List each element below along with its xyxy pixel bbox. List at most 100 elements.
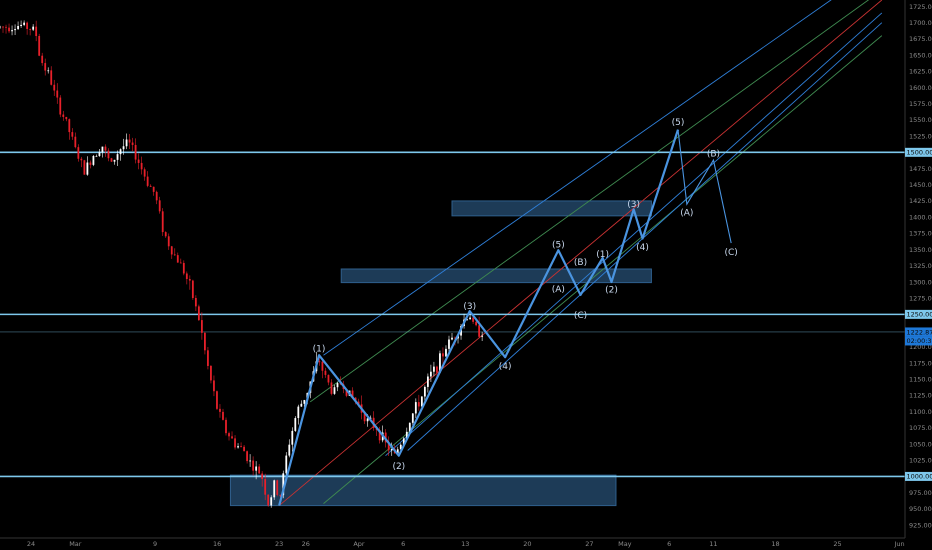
- candle-body: [98, 152, 101, 156]
- x-tick-label: May: [618, 540, 632, 548]
- x-tick-label: 23: [275, 540, 283, 548]
- candle-body: [56, 90, 59, 98]
- candle-body: [207, 350, 209, 366]
- y-tick-label: 1650.000: [909, 51, 932, 59]
- y-tick-label: 1200.000: [909, 343, 932, 351]
- candle-body: [89, 162, 92, 165]
- candle-body: [336, 383, 339, 388]
- candle-body: [411, 413, 414, 423]
- candle-body: [234, 438, 236, 448]
- wave-label-12: (5): [672, 118, 685, 128]
- y-tick-label: 1625.000: [909, 68, 932, 76]
- candle-body: [396, 449, 399, 454]
- price-badges: 1500.000 1250.000 1222.87902:00:38 1000.000: [905, 147, 932, 481]
- candle-body: [231, 436, 233, 439]
- candle-body: [451, 337, 453, 340]
- x-tick-label: Apr: [353, 540, 365, 548]
- wave-label-7: (C): [574, 311, 587, 321]
- candle-body: [11, 30, 13, 32]
- wave-label-9: (2): [605, 286, 618, 296]
- candle-body: [23, 22, 26, 25]
- candle-body: [167, 236, 170, 247]
- price-badge-4: [905, 471, 932, 481]
- candle-body: [426, 376, 429, 387]
- candle-body: [41, 55, 44, 64]
- x-tick-label: 13: [461, 540, 469, 548]
- price-badge-text-4: 1000.000: [907, 473, 932, 481]
- candle-body: [475, 321, 478, 326]
- candle-body: [86, 162, 89, 175]
- candle-body: [369, 417, 372, 419]
- wave-label-0: (1): [313, 345, 326, 355]
- candle-body: [110, 158, 113, 162]
- candle-body: [219, 408, 221, 412]
- candle-body: [445, 348, 447, 357]
- y-tick-label: 1425.000: [909, 197, 932, 205]
- candle-body: [252, 460, 255, 471]
- x-tick-label: 11: [709, 540, 717, 548]
- candle-body: [107, 150, 110, 159]
- candle-body: [131, 142, 134, 145]
- candle-body: [155, 191, 158, 201]
- candle-body: [197, 306, 200, 321]
- candle-body: [222, 411, 224, 420]
- zone-rect-1: [340, 268, 652, 284]
- y-tick-label: 1125.000: [909, 392, 932, 400]
- candle-body: [378, 430, 381, 441]
- candle-body: [366, 418, 369, 422]
- candle-body: [405, 431, 408, 439]
- candle-body: [279, 494, 282, 496]
- price-badge-0: [905, 147, 932, 157]
- wave-label-10: (3): [627, 200, 640, 210]
- candle-body: [264, 479, 267, 495]
- x-tick-label: 6: [401, 540, 405, 548]
- y-tick-label: 1450.000: [909, 181, 932, 189]
- candle-body: [125, 139, 128, 147]
- wave-label-5: (A): [552, 285, 565, 295]
- candle-body: [285, 455, 288, 474]
- candle-body: [83, 160, 86, 175]
- candle-body: [318, 361, 321, 363]
- x-tick-label: 27: [585, 540, 593, 548]
- candle-body: [47, 70, 50, 72]
- x-tick-label: 25: [833, 540, 841, 548]
- y-tick-label: 1575.000: [909, 100, 932, 108]
- candle-body: [164, 232, 167, 237]
- x-tick-label: 6: [667, 540, 671, 548]
- candle-body: [288, 444, 291, 456]
- wave-impulse-line: [278, 129, 680, 506]
- candle-body: [357, 401, 360, 405]
- candle-body: [282, 473, 285, 496]
- candle-body: [442, 353, 444, 357]
- wave-projection-line: [677, 129, 732, 244]
- time-axis[interactable]: 24 Mar 9 16 23 26 Apr 6 13 20 27 May 6 11 18 25 Jun: [0, 537, 905, 548]
- candle-body: [351, 390, 354, 398]
- y-tick-label: 1675.000: [909, 35, 932, 43]
- candle-body: [158, 200, 161, 212]
- x-tick-label: 16: [213, 540, 221, 548]
- candle-body: [324, 370, 327, 375]
- wave-label-2: (3): [463, 302, 476, 312]
- wave-label-11: (4): [636, 243, 649, 253]
- candle-body: [291, 430, 294, 445]
- candle-body: [225, 419, 227, 434]
- pitchfork-line-2: [278, 0, 883, 506]
- candle-body: [8, 27, 10, 32]
- y-tick-label: 1700.000: [909, 19, 932, 27]
- candle-body: [101, 146, 104, 153]
- candle-body: [327, 374, 330, 383]
- zone-rect-0: [229, 474, 617, 507]
- candle-body: [267, 494, 270, 506]
- price-badge-text-1: 1250.000: [907, 311, 932, 319]
- candle-body: [243, 446, 245, 452]
- candle-body: [408, 422, 411, 432]
- candle-body: [122, 146, 125, 150]
- x-tick-label: Jun: [893, 540, 904, 548]
- candle-body: [439, 353, 441, 373]
- candle-body: [161, 211, 164, 233]
- candle-body: [399, 444, 402, 450]
- candle-body: [270, 497, 273, 506]
- candle-body: [176, 255, 179, 263]
- candle-body: [104, 146, 107, 151]
